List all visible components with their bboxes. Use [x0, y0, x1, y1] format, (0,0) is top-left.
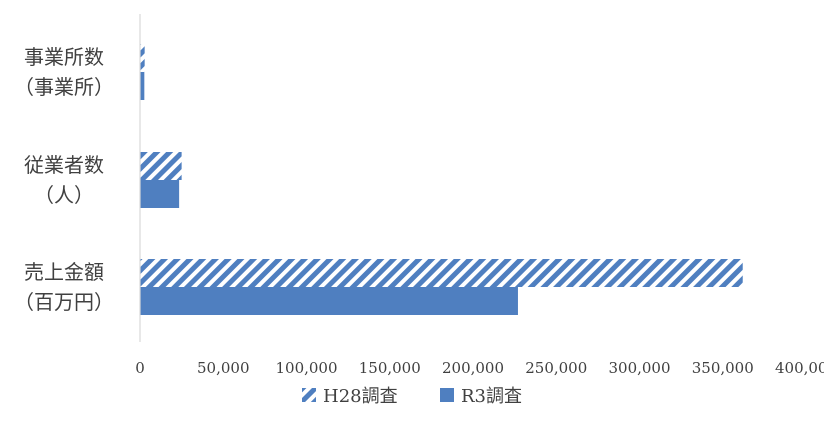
bar-r3-1 — [140, 180, 180, 208]
category-label-0-line2: （事業所） — [14, 75, 114, 99]
bar-h28-1 — [140, 152, 182, 180]
bar-r3-0 — [140, 72, 145, 100]
category-label-2-line1: 売上金額 — [24, 260, 104, 284]
x-tick-label-6: 300,000 — [608, 359, 670, 377]
legend-swatch-h28 — [302, 388, 316, 402]
category-label-1-line1: 従業者数 — [24, 153, 104, 177]
legend: H28調査 R3調査 — [302, 386, 522, 407]
bar-h28-0 — [140, 44, 145, 72]
x-tick-label-8: 400,000 — [775, 359, 824, 377]
x-tick-label-7: 350,000 — [692, 359, 754, 377]
category-label-2-line2: （百万円） — [14, 290, 114, 314]
bar-r3-2 — [140, 287, 518, 315]
x-tick-label-2: 100,000 — [275, 359, 337, 377]
x-tick-label-5: 250,000 — [525, 359, 587, 377]
x-tick-label-4: 200,000 — [442, 359, 504, 377]
plot-area: 事業所数 （事業所） 従業者数 （人） 売上金額 （百万円） 0 50,000 100,000 1… — [14, 14, 824, 377]
category-label-0-line1: 事業所数 — [24, 45, 104, 69]
legend-label-r3: R3調査 — [461, 386, 522, 407]
legend-label-h28: H28調査 — [323, 386, 398, 407]
x-tick-label-0: 0 — [135, 359, 145, 377]
legend-swatch-r3 — [440, 388, 454, 402]
category-label-1-line2: （人） — [34, 183, 94, 207]
bar-h28-2 — [140, 259, 743, 287]
x-tick-label-1: 50,000 — [197, 359, 250, 377]
x-tick-label-3: 150,000 — [359, 359, 421, 377]
